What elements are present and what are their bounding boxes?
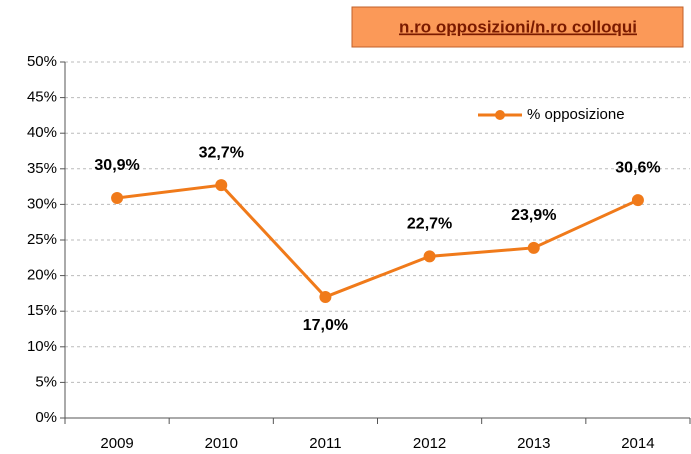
x-tick-label: 2011	[309, 435, 341, 452]
x-tick-label: 2009	[100, 435, 133, 452]
data-label: 30,9%	[94, 157, 139, 174]
y-tick-label: 25%	[27, 231, 57, 248]
y-tick-label: 45%	[27, 89, 57, 106]
data-label: 23,9%	[511, 207, 556, 224]
y-tick-label: 20%	[27, 267, 57, 284]
legend-marker	[495, 110, 505, 120]
data-line	[116, 183, 639, 299]
data-point	[319, 290, 332, 303]
data-point	[215, 179, 228, 192]
y-tick-label: 40%	[27, 124, 57, 141]
y-tick-label: 10%	[27, 338, 57, 355]
y-tick-label: 0%	[35, 409, 57, 426]
y-tick-label: 15%	[27, 302, 57, 319]
title-box	[351, 6, 684, 48]
x-tick-label: 2013	[517, 435, 550, 452]
y-tick-label: 5%	[35, 373, 57, 390]
data-label: 30,6%	[615, 159, 660, 176]
x-tick-label: 2010	[205, 435, 238, 452]
data-label: 17,0%	[303, 317, 348, 334]
data-label: 32,7%	[199, 144, 244, 161]
data-label: 22,7%	[407, 216, 452, 233]
y-tick-label: 30%	[27, 195, 57, 212]
x-tick-label: 2012	[413, 435, 446, 452]
data-point	[631, 194, 644, 207]
y-tick-label: 50%	[27, 53, 57, 70]
data-point	[423, 250, 436, 263]
x-tick-label: 2014	[621, 435, 654, 452]
data-point	[527, 241, 540, 254]
chart-title: n.ro opposizioni/n.ro colloqui	[399, 17, 637, 36]
y-tick-label: 35%	[27, 160, 57, 177]
legend-label: % opposizione	[527, 106, 625, 123]
data-point	[111, 191, 124, 204]
